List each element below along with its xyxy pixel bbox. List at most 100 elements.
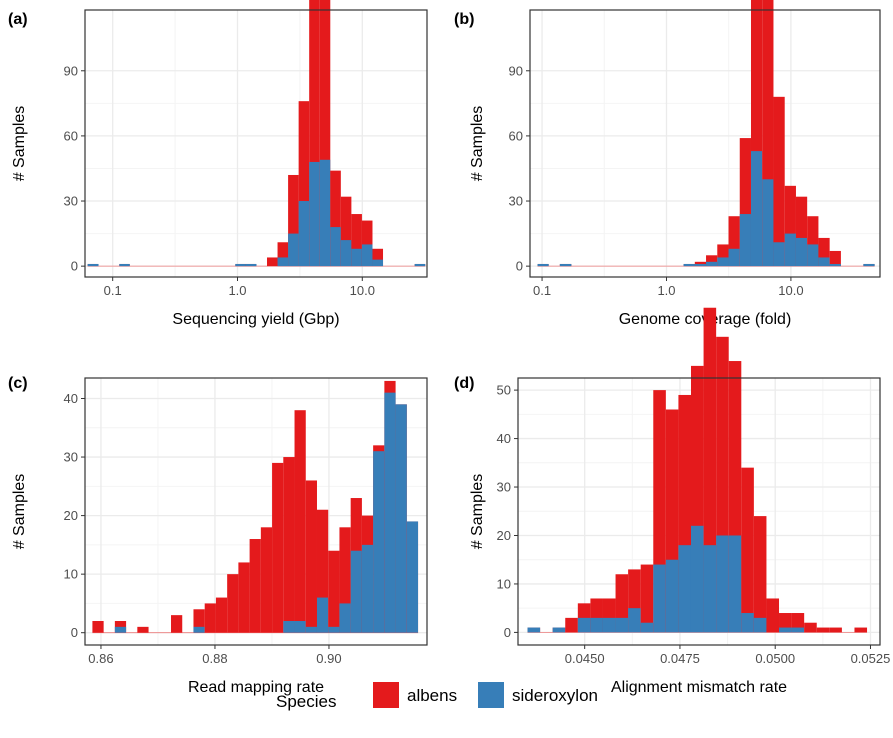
bar-sideroxylon — [628, 608, 641, 633]
bar-sideroxylon — [395, 404, 407, 633]
bar-albens — [227, 574, 239, 633]
bar-sideroxylon — [319, 159, 331, 267]
y-axis-label: # Samples — [11, 106, 28, 182]
x-tick-label: 10.0 — [350, 283, 375, 298]
bar-albens — [277, 242, 289, 267]
x-tick-label: 0.1 — [533, 283, 551, 298]
bar-sideroxylon — [653, 564, 666, 633]
bar-sideroxylon — [245, 263, 257, 267]
bar-sideroxylon — [706, 261, 718, 267]
bar-albens — [283, 457, 295, 633]
bar-albens — [309, 0, 320, 267]
bar-albens — [288, 174, 299, 267]
y-axis-label: # Samples — [469, 474, 486, 550]
bar-sideroxylon — [340, 240, 352, 267]
bar-sideroxylon — [414, 263, 426, 267]
y-tick-label: 20 — [497, 528, 511, 543]
bar-sideroxylon — [728, 535, 742, 633]
bar-albens — [741, 467, 754, 633]
bar-albens — [339, 527, 351, 633]
bar-sideroxylon — [350, 550, 362, 633]
bar-sideroxylon — [235, 263, 246, 267]
bar-albens — [328, 550, 340, 633]
legend-label-sideroxylon: sideroxylon — [512, 686, 598, 705]
bar-sideroxylon — [339, 603, 351, 633]
bar-sideroxylon — [678, 545, 691, 633]
bar-albens — [319, 0, 331, 267]
x-axis-label: Alignment mismatch rate — [611, 679, 787, 696]
y-tick-label: 0 — [504, 625, 511, 640]
bar-albens — [298, 101, 310, 267]
bar-albens — [750, 0, 763, 267]
bar-albens — [267, 257, 278, 267]
bar-sideroxylon — [703, 545, 717, 633]
bar-albens — [694, 261, 707, 267]
bar-albens — [361, 220, 373, 267]
bar-sideroxylon — [361, 544, 374, 633]
bar-albens — [249, 539, 261, 633]
bar-sideroxylon — [294, 620, 306, 633]
bar-albens — [193, 609, 205, 633]
y-tick-label: 40 — [64, 391, 78, 406]
bar-sideroxylon — [552, 627, 566, 633]
panel-border — [517, 377, 881, 646]
x-tick-label: 10.0 — [778, 283, 803, 298]
bar-sideroxylon — [330, 227, 341, 267]
bar-sideroxylon — [590, 617, 603, 633]
bar-sideroxylon — [288, 233, 299, 267]
panel-tag: (b) — [454, 11, 474, 28]
bar-albens — [204, 603, 216, 633]
bar-sideroxylon — [762, 179, 774, 267]
x-tick-label: 0.0500 — [755, 651, 795, 666]
bar-sideroxylon — [665, 559, 679, 633]
bar-sideroxylon — [283, 620, 295, 633]
bar-sideroxylon — [87, 263, 99, 267]
bar-sideroxylon — [527, 627, 541, 633]
y-tick-label: 60 — [64, 128, 78, 143]
bar-albens — [330, 170, 341, 267]
bar-albens — [706, 255, 718, 267]
x-tick-label: 0.0525 — [851, 651, 891, 666]
bar-albens — [640, 564, 654, 633]
bar-albens — [791, 613, 805, 633]
panel-border — [84, 9, 428, 278]
bar-albens — [305, 480, 317, 633]
bar-albens — [114, 620, 127, 633]
bar-albens — [762, 0, 774, 267]
bar-albens — [739, 138, 751, 267]
bar-albens — [92, 620, 104, 633]
x-axis-label: Sequencing yield (Gbp) — [172, 311, 339, 328]
bar-albens — [272, 462, 284, 633]
bar-sideroxylon — [716, 535, 729, 633]
y-axis-label: # Samples — [469, 106, 486, 182]
bar-sideroxylon — [717, 257, 729, 267]
bar-sideroxylon — [537, 263, 549, 267]
x-tick-label: 0.86 — [88, 651, 113, 666]
bar-sideroxylon — [361, 244, 373, 267]
bar-sideroxylon — [372, 259, 384, 267]
bar-sideroxylon — [559, 263, 572, 267]
bar-albens — [807, 216, 819, 267]
bar-albens — [294, 410, 306, 633]
bar-albens — [804, 622, 817, 633]
bar-sideroxylon — [406, 521, 419, 633]
y-tick-label: 0 — [516, 259, 523, 274]
bar-albens — [753, 516, 767, 633]
bar-sideroxylon — [741, 613, 754, 633]
y-tick-label: 10 — [497, 576, 511, 591]
bar-sideroxylon — [807, 244, 819, 267]
y-tick-label: 30 — [64, 194, 78, 209]
bar-albens — [854, 627, 868, 633]
bar-albens — [773, 96, 785, 267]
bar-albens — [565, 617, 578, 633]
bar-sideroxylon — [615, 617, 629, 633]
bar-albens — [137, 626, 149, 633]
bar-sideroxylon — [690, 525, 704, 633]
bar-sideroxylon — [114, 626, 127, 633]
bar-sideroxylon — [640, 622, 654, 633]
bar-albens — [728, 216, 740, 267]
panel-d: 0.0450 0.0475 0.0500 0.0525 0 10 20 30 40 50 Align… — [454, 307, 891, 696]
bar-sideroxylon — [683, 263, 695, 267]
bar-albens — [717, 244, 729, 267]
bar-albens — [784, 185, 796, 267]
